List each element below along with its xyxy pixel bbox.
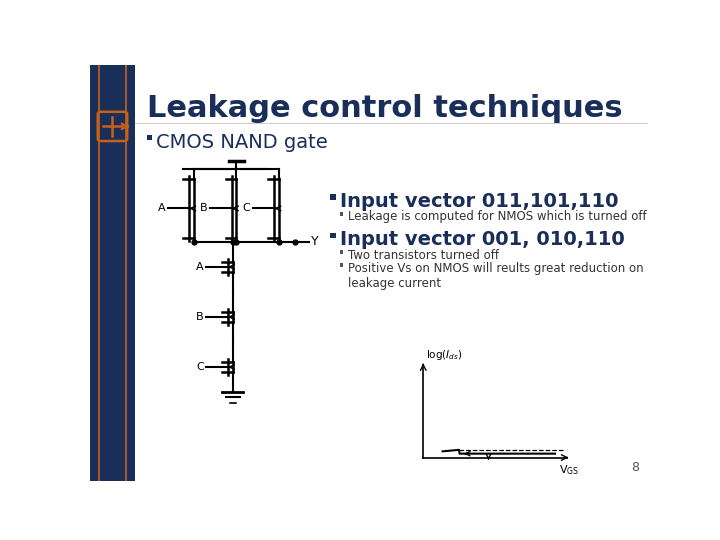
Text: B: B [197, 312, 204, 322]
Text: Leakage control techniques: Leakage control techniques [147, 94, 622, 123]
Text: C: C [196, 362, 204, 372]
Text: Leakage is computed for NMOS which is turned off: Leakage is computed for NMOS which is tu… [348, 211, 647, 224]
Text: Input vector 011,101,110: Input vector 011,101,110 [341, 192, 618, 211]
Text: CMOS NAND gate: CMOS NAND gate [156, 132, 328, 152]
Bar [340, 264, 343, 267]
Text: Y: Y [311, 235, 318, 248]
Text: Positive Vs on NMOS will reults great reduction on
leakage current: Positive Vs on NMOS will reults great re… [348, 262, 644, 290]
Bar [340, 251, 343, 254]
Text: A: A [158, 204, 165, 213]
Bar [330, 233, 336, 238]
Text: A: A [197, 262, 204, 272]
Bar [330, 194, 336, 200]
Text: B: B [200, 204, 208, 213]
Text: Two transistors turned off: Two transistors turned off [348, 249, 499, 262]
Text: Input vector 001, 010,110: Input vector 001, 010,110 [341, 231, 625, 249]
Bar [340, 212, 343, 215]
Text: 8: 8 [631, 462, 639, 475]
Text: $\mathrm{V_{GS}}$: $\mathrm{V_{GS}}$ [559, 464, 579, 477]
Bar [147, 135, 152, 140]
Bar [90, 65, 135, 481]
Text: C: C [243, 204, 251, 213]
Text: $\mathrm{log}(I_{ds})$: $\mathrm{log}(I_{ds})$ [426, 348, 463, 362]
